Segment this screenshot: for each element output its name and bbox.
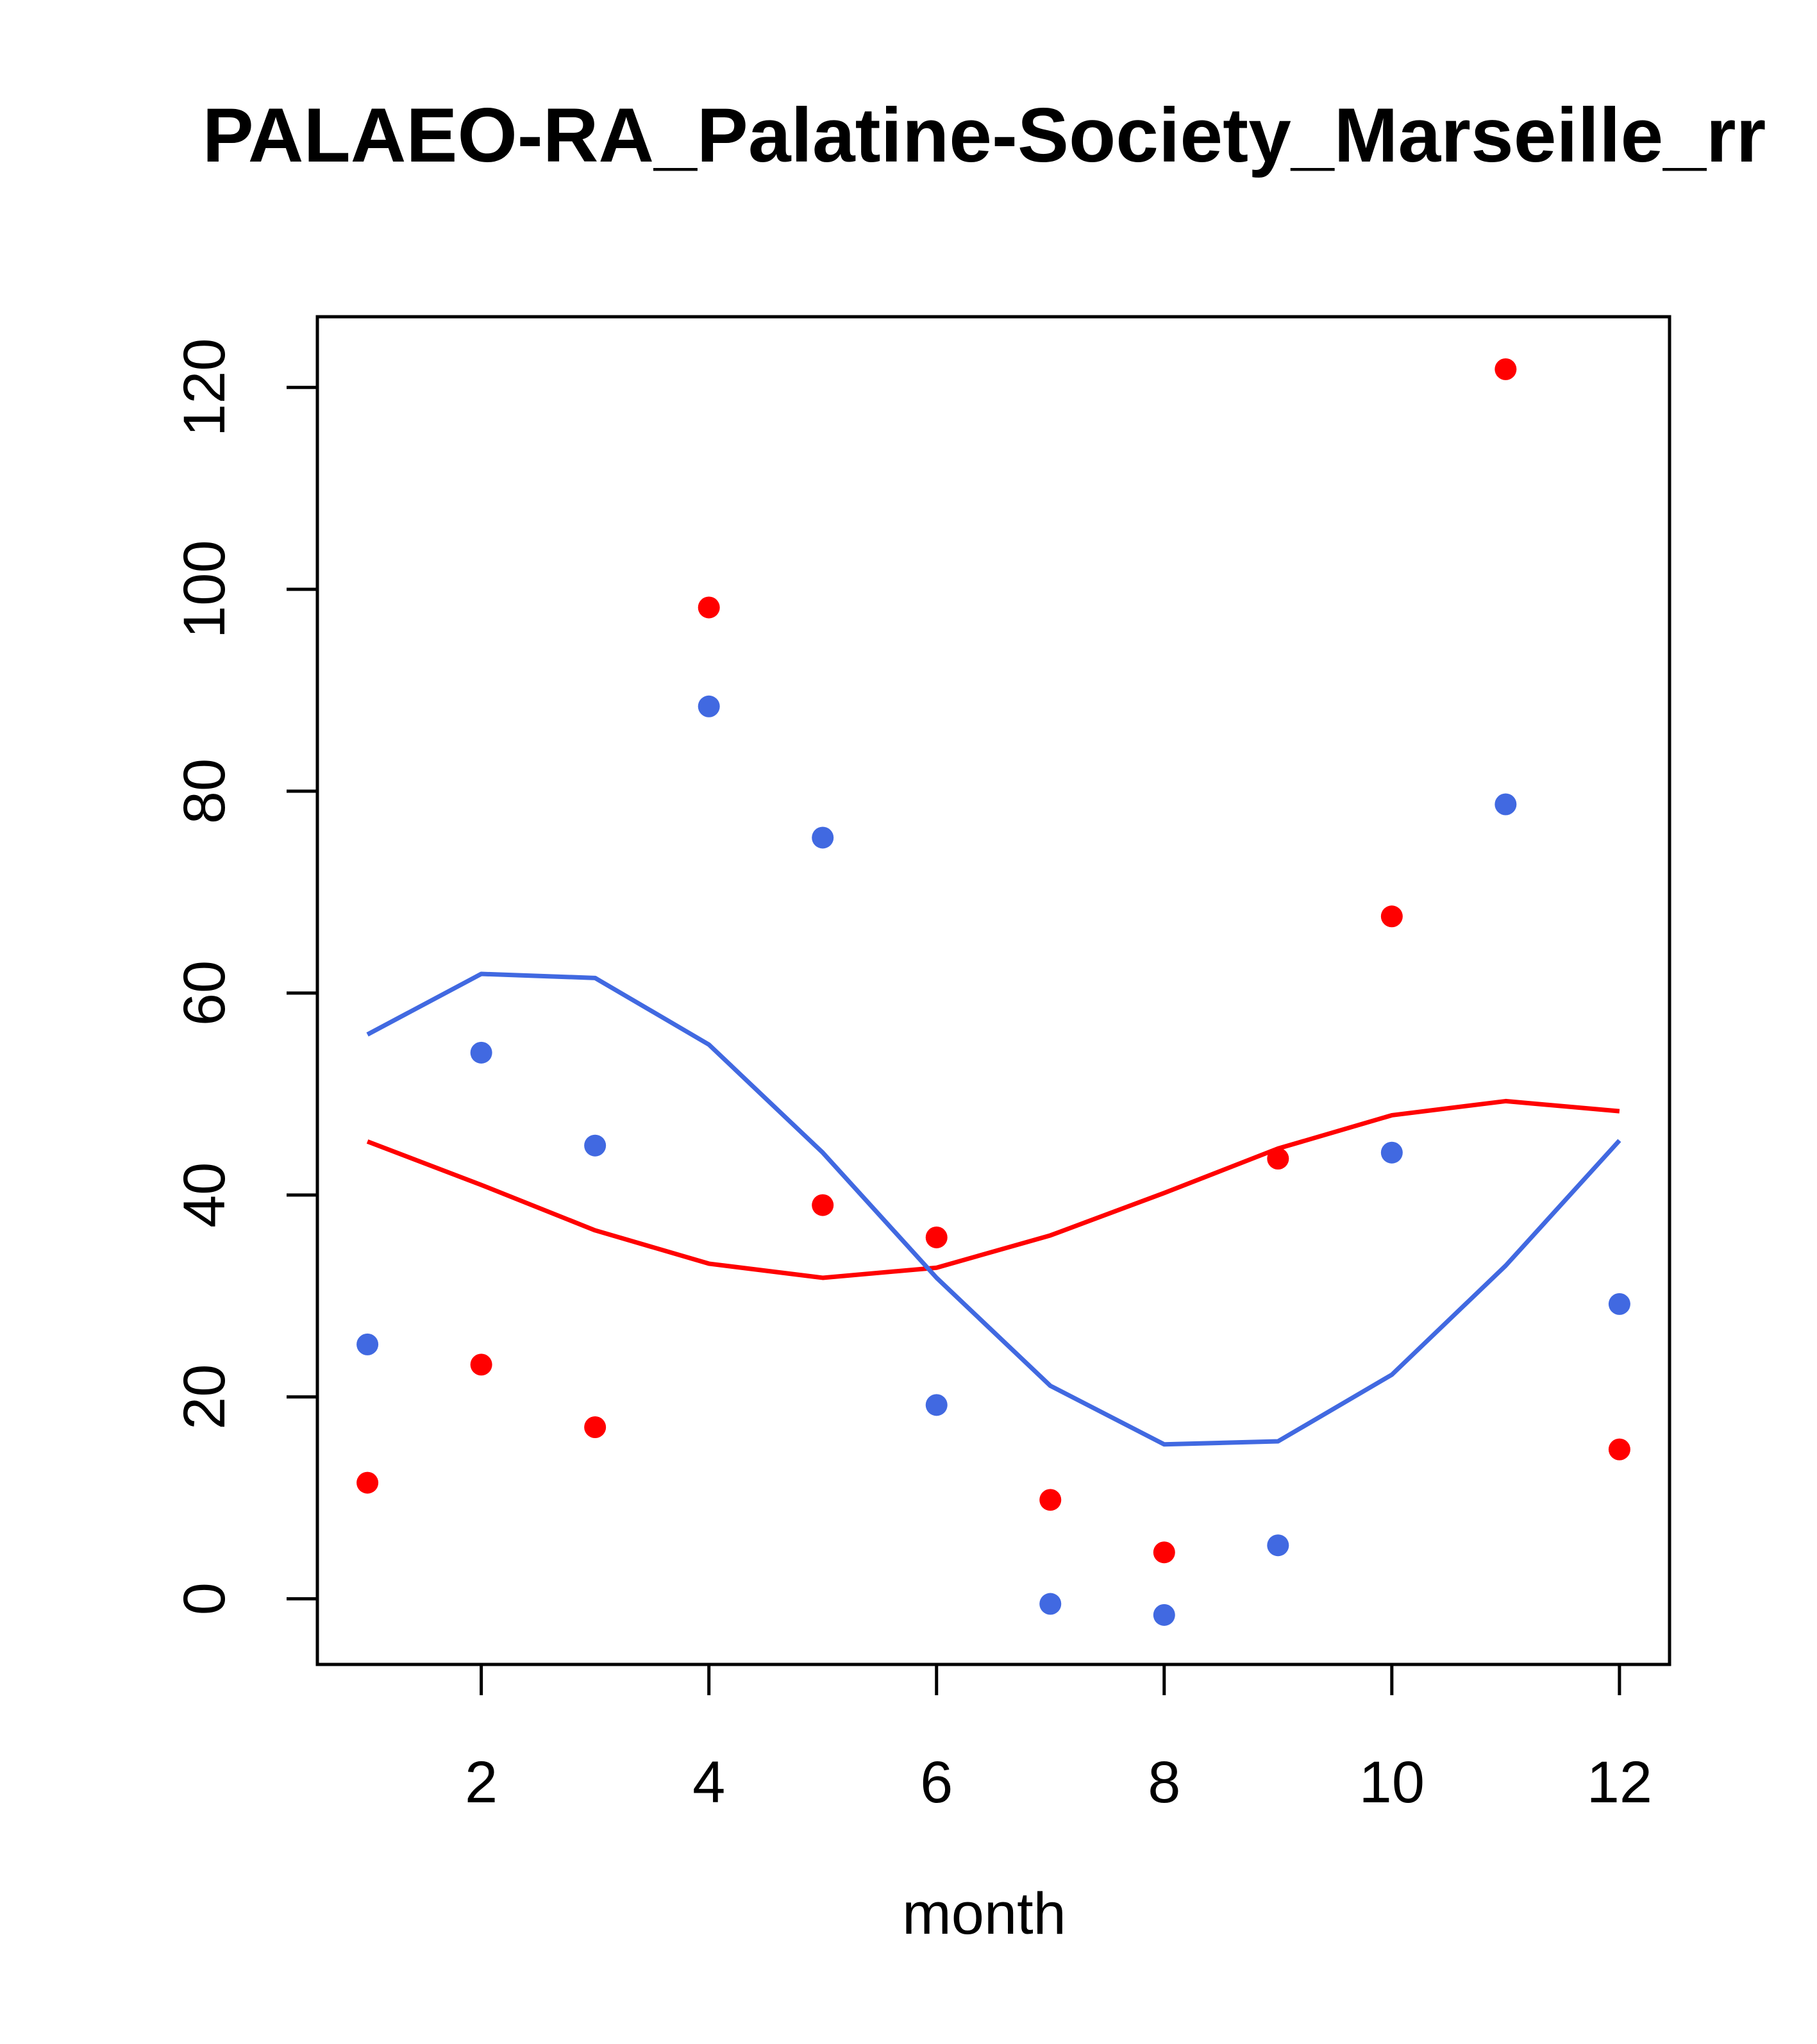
y-tick-label-120: 120 [172,338,237,437]
plot-frame [315,315,1671,1666]
x-axis-label: month [902,1881,1066,1947]
blue-points-point-3 [584,1134,607,1157]
y-tick-label-0: 0 [172,1582,237,1615]
red-points-point-6 [925,1226,948,1248]
blue-points-point-2 [470,1041,492,1064]
red-points-point-2 [470,1353,492,1376]
red-points-point-12 [1608,1438,1630,1461]
y-tick-label-40: 40 [172,1162,237,1228]
red-line-series [366,1098,1620,1280]
red-points-point-11 [1495,358,1517,380]
blue-points-point-1 [356,1333,379,1355]
blue-points-point-5 [812,826,834,849]
blue-points-point-6 [925,1394,948,1416]
x-tick-label-10: 10 [1359,1750,1425,1815]
blue-points-point-8 [1153,1604,1175,1626]
red-points-point-1 [356,1471,379,1494]
y-tick-label-60: 60 [172,960,237,1026]
x-tick-label-6: 6 [920,1750,953,1815]
plot-layer [356,358,1630,1626]
red-points-point-10 [1380,905,1403,928]
blue-points-point-11 [1495,793,1517,816]
blue-line-series [366,971,1621,1447]
red-points-point-9 [1267,1148,1289,1170]
red-points-point-5 [812,1194,834,1216]
y-tick-label-100: 100 [172,540,237,639]
blue-points-point-4 [698,695,720,717]
x-tick-label-8: 8 [1148,1750,1180,1815]
x-tick-label-4: 4 [692,1750,725,1815]
blue-points-point-10 [1380,1141,1403,1164]
red-points-point-8 [1153,1541,1175,1564]
y-tick-label-80: 80 [172,758,237,824]
blue-points-point-7 [1039,1593,1062,1615]
chart-title: PALAEO-RA_Palatine-Society_Marseille_rr [203,92,1766,178]
red-points-point-4 [698,596,720,619]
blue-points-point-12 [1608,1293,1630,1315]
y-tick-label-20: 20 [172,1364,237,1430]
blue-points-point-9 [1267,1534,1289,1557]
x-tick-label-12: 12 [1587,1750,1652,1815]
red-points-point-3 [584,1416,607,1438]
red-points-point-7 [1039,1489,1062,1511]
x-tick-label-2: 2 [465,1750,498,1815]
